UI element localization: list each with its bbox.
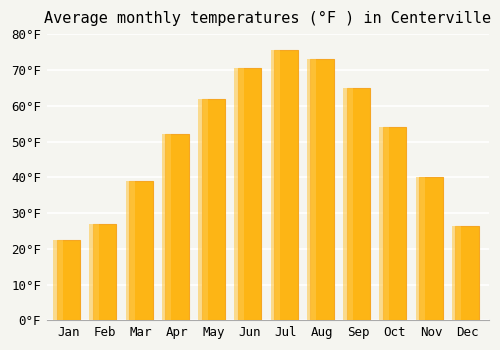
Bar	[270, 50, 280, 320]
Bar	[129, 181, 152, 320]
Bar	[93, 224, 116, 320]
Bar	[234, 68, 244, 320]
Bar	[56, 240, 80, 320]
Bar	[452, 225, 462, 320]
Bar	[238, 68, 262, 320]
Bar	[166, 134, 189, 320]
Bar	[90, 224, 99, 320]
Bar	[346, 88, 370, 320]
Bar	[383, 127, 406, 320]
Bar	[416, 177, 425, 320]
Title: Average monthly temperatures (°F ) in Centerville: Average monthly temperatures (°F ) in Ce…	[44, 11, 492, 26]
Bar	[202, 99, 225, 320]
Bar	[53, 240, 62, 320]
Bar	[456, 225, 479, 320]
Bar	[198, 99, 207, 320]
Bar	[419, 177, 442, 320]
Bar	[162, 134, 172, 320]
Bar	[307, 59, 316, 320]
Bar	[310, 59, 334, 320]
Bar	[343, 88, 352, 320]
Bar	[126, 181, 135, 320]
Bar	[380, 127, 389, 320]
Bar	[274, 50, 297, 320]
